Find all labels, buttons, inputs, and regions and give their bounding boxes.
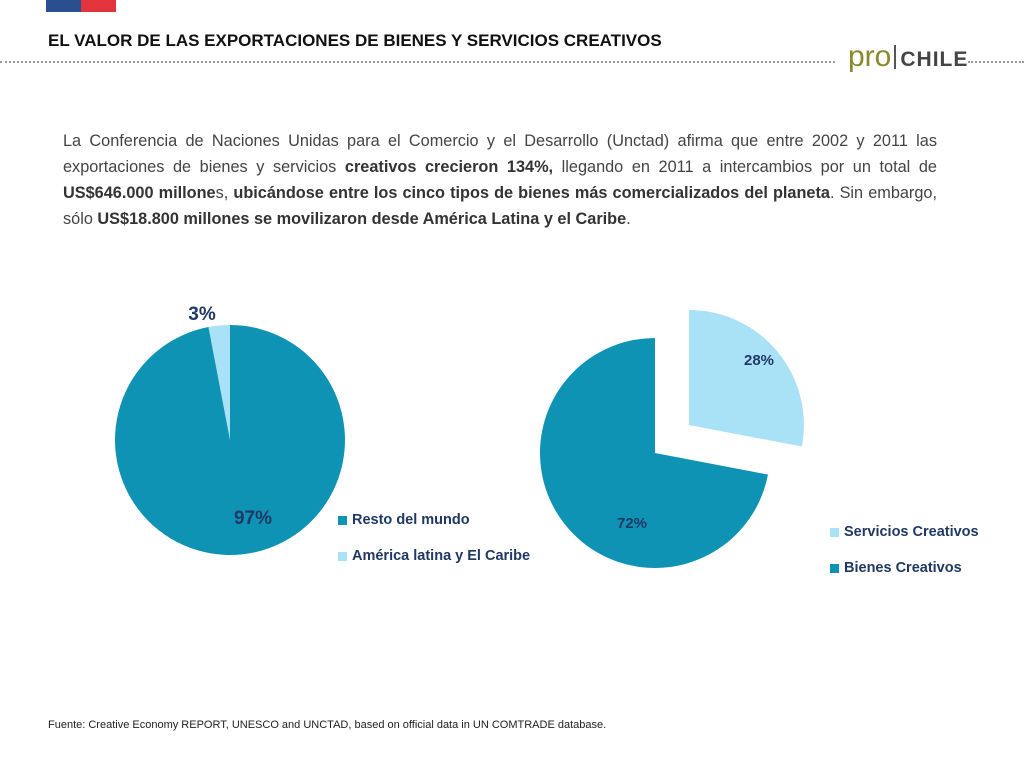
pie-data-label-bienes: 72% bbox=[617, 515, 647, 532]
logo-separator bbox=[894, 45, 897, 69]
pie-slice-america-latina bbox=[208, 325, 230, 440]
legend-item-bienes: Bienes Creativos bbox=[830, 559, 979, 577]
legend-label: Resto del mundo bbox=[352, 512, 470, 528]
pie-data-label-resto: 97% bbox=[234, 508, 272, 529]
pie-slice-servicios bbox=[688, 309, 804, 447]
legend-swatch bbox=[338, 551, 347, 561]
pie-chart-regions: 97% 3% bbox=[115, 304, 345, 555]
legend-label: Bienes Creativos bbox=[844, 560, 962, 576]
pie-data-label-servicios: 28% bbox=[744, 352, 774, 369]
legend-swatch bbox=[830, 527, 839, 537]
pie-data-label-america-latina: 3% bbox=[188, 304, 216, 325]
pie-slice-bienes bbox=[540, 338, 768, 568]
source-note: Fuente: Creative Economy REPORT, UNESCO … bbox=[48, 719, 607, 731]
chile-flag-stripe bbox=[46, 0, 116, 12]
slide-title: EL VALOR DE LAS EXPORTACIONES DE BIENES … bbox=[48, 31, 662, 50]
intro-paragraph: La Conferencia de Naciones Unidas para e… bbox=[63, 128, 937, 232]
intro-segment: La Conferencia de Naciones Unidas para e… bbox=[63, 132, 937, 176]
legend-label: América latina y El Caribe bbox=[352, 548, 531, 564]
intro-segment-bold: creativos crecieron 134%, bbox=[344, 158, 554, 176]
intro-segment: . bbox=[626, 210, 631, 228]
intro-segment-bold: US$646.000 millone bbox=[63, 184, 216, 202]
intro-segment-bold: US$18.800 millones se movilizaron desde … bbox=[97, 210, 627, 228]
intro-segment: llegando en 2011 a intercambios por un t… bbox=[553, 158, 937, 176]
prochile-logo: pro CHILE bbox=[848, 40, 968, 74]
pie-chart-creative-types: 28% 72% bbox=[540, 309, 804, 568]
intro-segment-bold: ubicándose entre los cinco tipos de bien… bbox=[233, 184, 830, 202]
legend-regions: Resto del mundo América latina y El Cari… bbox=[338, 511, 530, 583]
legend-label: Servicios Creativos bbox=[844, 524, 979, 540]
legend-item-resto: Resto del mundo bbox=[338, 511, 530, 529]
logo-pro-text: pro bbox=[848, 40, 892, 73]
legend-item-servicios: Servicios Creativos bbox=[830, 523, 979, 541]
intro-segment: . Sin embargo, sólo bbox=[63, 184, 937, 228]
flag-red-block bbox=[81, 0, 116, 12]
header-divider-left bbox=[0, 61, 835, 63]
legend-swatch bbox=[830, 563, 839, 573]
header-divider-right bbox=[968, 61, 1024, 63]
flag-blue-block bbox=[46, 0, 81, 12]
intro-segment: s, bbox=[215, 184, 234, 202]
logo-chile-text: CHILE bbox=[900, 48, 969, 71]
legend-creative-types: Servicios Creativos Bienes Creativos bbox=[830, 523, 979, 595]
pie-slice-resto bbox=[115, 325, 345, 555]
legend-item-america-latina: América latina y El Caribe bbox=[338, 547, 530, 565]
legend-swatch bbox=[338, 515, 347, 525]
